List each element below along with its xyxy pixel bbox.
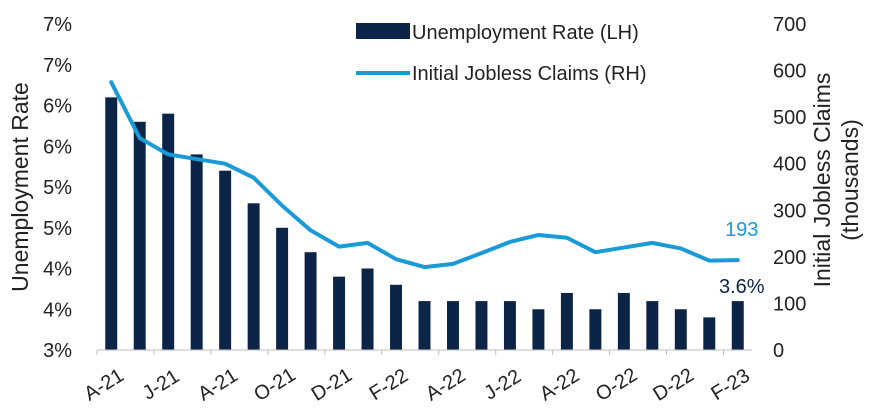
y-right-tick-label: 200 [773, 247, 806, 269]
bar [219, 170, 232, 350]
bar [674, 309, 687, 350]
data-label: 3.6% [719, 276, 765, 298]
bar [703, 317, 716, 350]
data-label: 193 [725, 219, 758, 241]
claims-line [109, 80, 740, 270]
x-tick-label: O-21 [250, 364, 299, 406]
bar [247, 203, 260, 350]
x-tick-label: A-21 [80, 364, 127, 405]
bar [276, 227, 289, 350]
y-left-tick-label: 7% [43, 14, 72, 36]
x-tick-label: O-22 [592, 364, 641, 406]
legend-label-line: Initial Jobless Claims (RH) [412, 63, 647, 85]
bar [475, 301, 488, 350]
bar [447, 301, 459, 350]
bar [190, 154, 203, 350]
y-right-tick-label: 400 [773, 154, 806, 176]
y-left-tick-label: 3% [43, 340, 72, 362]
y-right-tick-label: 300 [773, 200, 806, 222]
y-left-tick-label: 5% [43, 177, 72, 199]
x-tick-label: A-21 [194, 364, 241, 405]
y-left-tick-label: 4% [43, 259, 72, 281]
y-left-tick-label: 5% [43, 218, 72, 240]
x-tick-label: D-22 [649, 364, 697, 406]
x-tick-label: F-22 [366, 365, 413, 405]
y-right-tick-label: 700 [773, 14, 806, 36]
y-right-tick-label: 100 [773, 293, 806, 315]
y-right-tick-label: 0 [773, 340, 784, 362]
y-right-axis-subtitle: (thousands) [837, 119, 863, 240]
bar [418, 301, 431, 350]
bar [560, 292, 573, 350]
bar [617, 292, 630, 350]
y-right-axis-title: Initial Jobless Claims [809, 73, 835, 288]
y-right-tick-label: 500 [773, 107, 806, 129]
legend-label-bar: Unemployment Rate (LH) [412, 22, 639, 44]
bar [646, 301, 659, 350]
bar [390, 284, 402, 350]
bar [503, 301, 516, 350]
y-left-tick-label: 4% [43, 299, 72, 321]
x-tick-label: J-22 [480, 365, 525, 404]
y-left-axis-title: Unemployment Rate [7, 82, 33, 292]
x-tick-label: F-23 [707, 365, 754, 405]
bar [304, 252, 317, 350]
x-tick-label: J-21 [139, 365, 184, 404]
x-tick-label: D-21 [308, 364, 356, 406]
bar [589, 309, 602, 350]
bar [361, 268, 374, 350]
legend-swatch-bar [356, 23, 410, 39]
bar [133, 121, 146, 350]
y-left-tick-label: 6% [43, 136, 72, 158]
bar [162, 113, 175, 351]
bar [105, 97, 118, 350]
y-left-tick-label: 6% [43, 96, 72, 118]
y-right-tick-label: 600 [773, 61, 806, 83]
bar [532, 309, 545, 350]
x-tick-label: A-22 [422, 364, 469, 405]
bar [333, 276, 346, 350]
y-left-tick-label: 7% [43, 55, 72, 77]
bar [731, 301, 744, 350]
x-tick-label: A-22 [536, 364, 583, 405]
